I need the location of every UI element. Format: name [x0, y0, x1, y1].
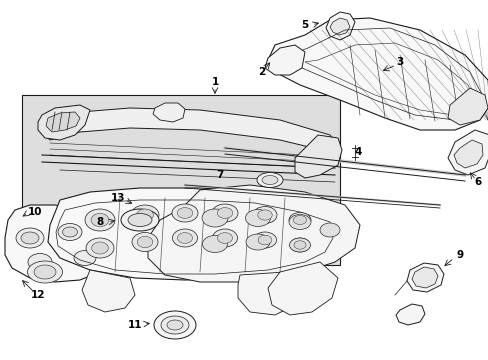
Text: 8: 8	[96, 217, 103, 227]
Ellipse shape	[258, 235, 271, 245]
Polygon shape	[267, 262, 337, 315]
Text: 1: 1	[211, 77, 218, 87]
Ellipse shape	[245, 210, 270, 226]
Ellipse shape	[137, 236, 152, 248]
Ellipse shape	[136, 209, 153, 221]
Polygon shape	[447, 88, 487, 125]
Ellipse shape	[289, 238, 309, 252]
Ellipse shape	[253, 232, 276, 248]
Text: 7: 7	[216, 170, 223, 180]
Polygon shape	[395, 304, 424, 325]
Ellipse shape	[202, 209, 227, 227]
Polygon shape	[264, 45, 305, 75]
Ellipse shape	[293, 241, 305, 249]
Polygon shape	[82, 270, 135, 312]
Ellipse shape	[128, 213, 152, 226]
Ellipse shape	[167, 320, 183, 330]
Ellipse shape	[172, 204, 198, 222]
Ellipse shape	[262, 175, 278, 184]
Ellipse shape	[288, 215, 310, 230]
Ellipse shape	[217, 233, 232, 243]
Polygon shape	[22, 95, 339, 265]
Ellipse shape	[28, 253, 52, 270]
Text: 3: 3	[396, 57, 403, 67]
Polygon shape	[48, 188, 349, 280]
Polygon shape	[45, 108, 337, 152]
Polygon shape	[447, 130, 488, 175]
Ellipse shape	[257, 210, 272, 220]
Ellipse shape	[154, 311, 196, 339]
Ellipse shape	[58, 224, 82, 240]
Ellipse shape	[252, 207, 276, 224]
Ellipse shape	[288, 212, 310, 228]
Polygon shape	[406, 263, 443, 292]
Polygon shape	[148, 185, 359, 282]
Polygon shape	[238, 272, 299, 315]
Polygon shape	[267, 18, 488, 130]
Ellipse shape	[62, 227, 77, 237]
Text: 9: 9	[455, 250, 463, 260]
Ellipse shape	[177, 208, 192, 219]
Ellipse shape	[132, 233, 158, 252]
Ellipse shape	[34, 265, 56, 279]
Polygon shape	[329, 18, 349, 35]
Polygon shape	[38, 105, 90, 140]
Ellipse shape	[212, 204, 238, 222]
Text: 2: 2	[258, 67, 265, 77]
Polygon shape	[46, 112, 80, 132]
Text: 12: 12	[31, 290, 45, 300]
Polygon shape	[325, 12, 354, 40]
Ellipse shape	[289, 238, 310, 252]
Ellipse shape	[121, 209, 159, 231]
Text: 4: 4	[354, 147, 361, 157]
Ellipse shape	[202, 235, 227, 252]
Ellipse shape	[16, 228, 44, 248]
Ellipse shape	[172, 229, 197, 247]
Ellipse shape	[131, 205, 159, 225]
Ellipse shape	[86, 238, 114, 258]
Ellipse shape	[161, 316, 189, 334]
Polygon shape	[453, 140, 482, 168]
Ellipse shape	[21, 232, 39, 244]
Text: 13: 13	[110, 193, 125, 203]
Ellipse shape	[257, 172, 283, 188]
Polygon shape	[294, 135, 341, 178]
Ellipse shape	[212, 229, 237, 247]
Text: 6: 6	[473, 177, 481, 187]
Polygon shape	[5, 205, 120, 282]
Ellipse shape	[27, 261, 62, 283]
Polygon shape	[153, 103, 184, 122]
Ellipse shape	[245, 234, 269, 250]
Text: 5: 5	[301, 20, 308, 30]
Ellipse shape	[85, 209, 115, 231]
Ellipse shape	[217, 208, 232, 219]
Text: 10: 10	[28, 207, 42, 217]
Ellipse shape	[74, 251, 96, 266]
Ellipse shape	[91, 242, 108, 254]
Ellipse shape	[91, 213, 109, 226]
Ellipse shape	[293, 216, 306, 225]
Ellipse shape	[319, 223, 339, 237]
Polygon shape	[411, 267, 437, 288]
Text: 11: 11	[127, 320, 142, 330]
Ellipse shape	[177, 233, 192, 243]
